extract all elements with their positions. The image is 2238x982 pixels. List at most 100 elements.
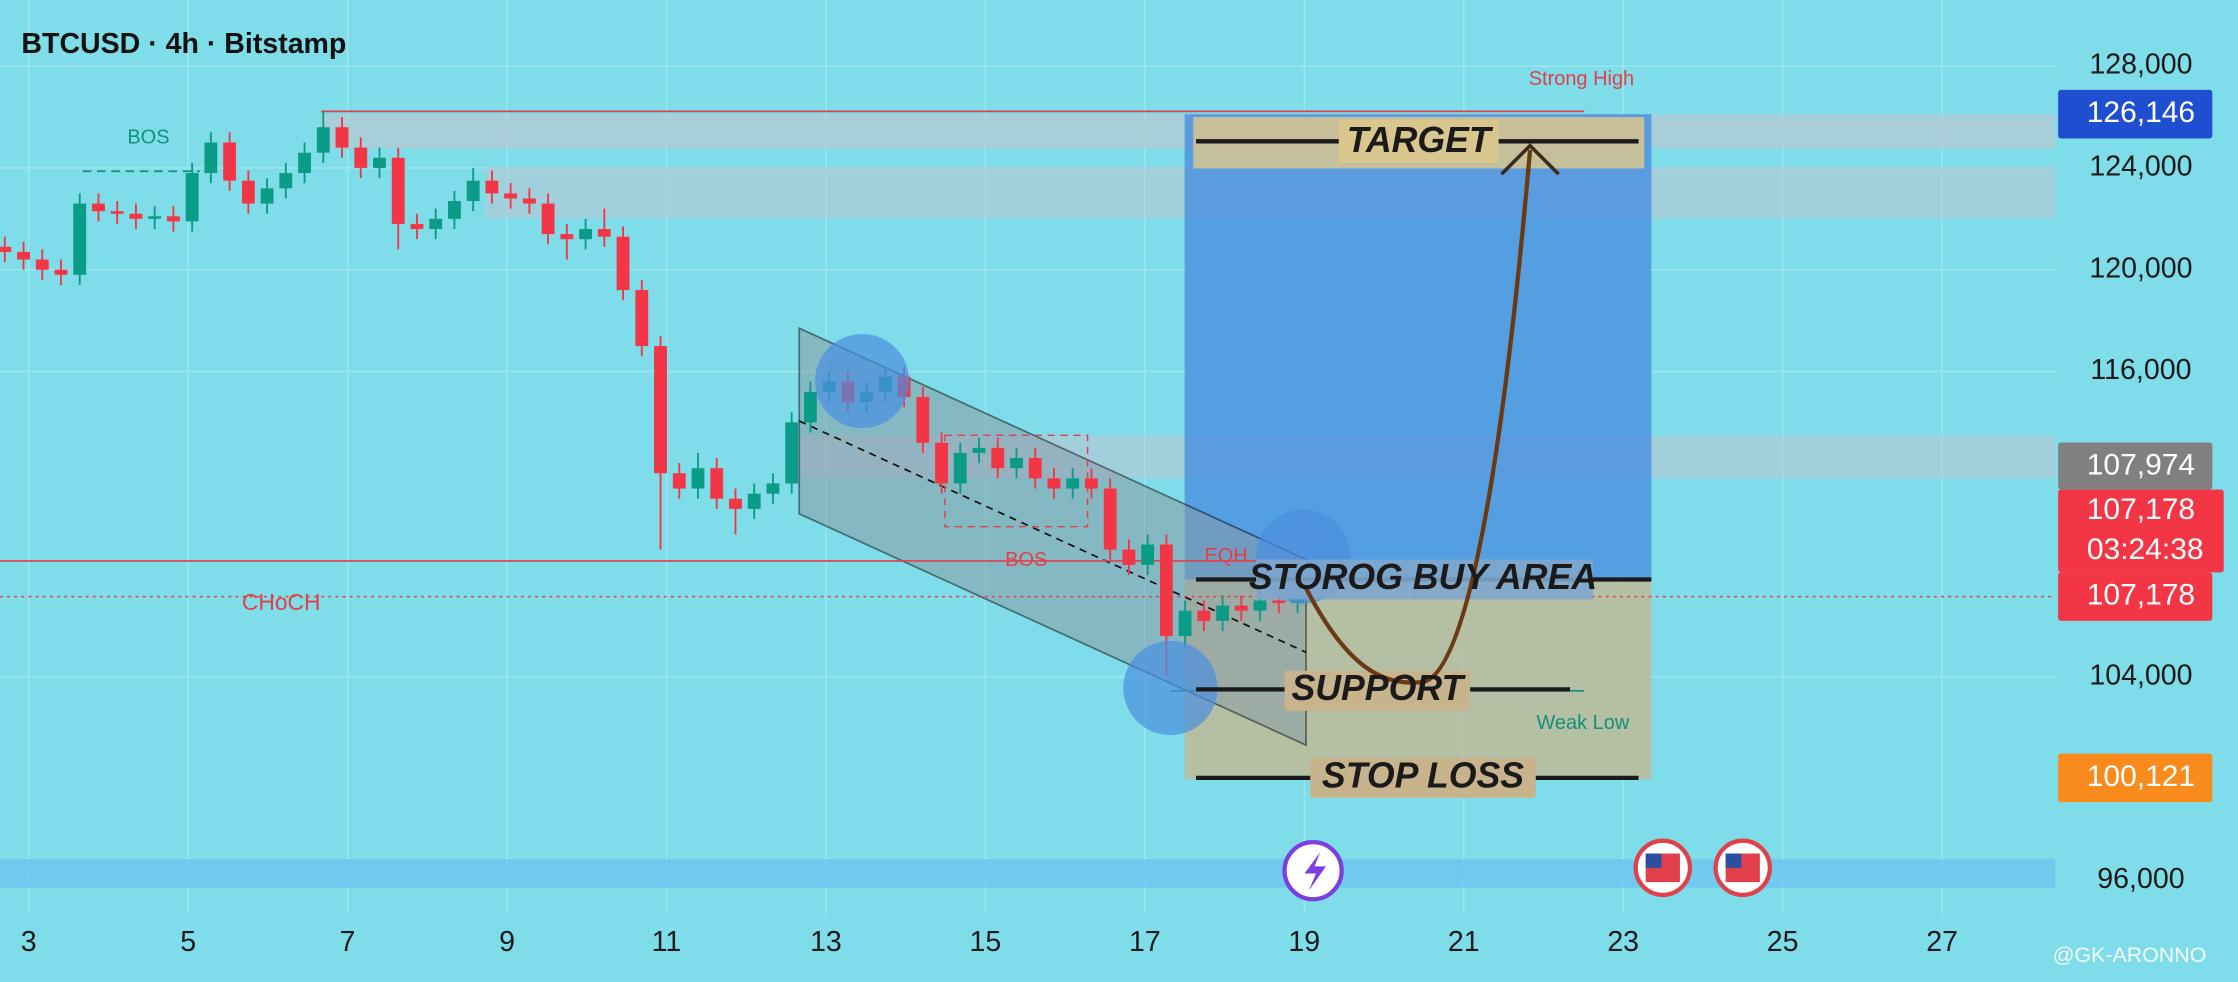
candle-body — [522, 198, 536, 204]
y-tick-label: 120,000 — [2089, 252, 2192, 284]
x-tick-label: 13 — [810, 926, 842, 958]
y-tick-label: 124,000 — [2089, 150, 2192, 182]
candle-body — [1122, 549, 1136, 565]
candle-body — [485, 180, 499, 194]
bos-label: BOS — [127, 127, 169, 149]
candle-body — [1028, 458, 1042, 479]
candle-body — [35, 259, 49, 270]
price-tag-text: 107,178 — [2087, 579, 2195, 612]
x-tick-label: 5 — [180, 926, 196, 958]
candle-body — [710, 468, 724, 499]
candle-body — [672, 473, 686, 489]
projection-path — [1304, 149, 1533, 685]
candle-body — [1234, 605, 1248, 611]
label-bg — [1256, 559, 1593, 600]
candle-body — [1272, 600, 1286, 604]
candle-body — [410, 223, 424, 230]
candle-body — [429, 218, 443, 230]
candle-body — [504, 193, 518, 199]
candle-body — [92, 203, 105, 212]
label-bg — [1310, 757, 1536, 798]
x-tick-label: 21 — [1448, 926, 1480, 958]
candle-body — [448, 201, 461, 219]
weak-low-label: Weak Low — [1536, 712, 1629, 734]
target-label: TARGET — [1347, 120, 1494, 160]
candle-body — [185, 173, 199, 222]
candle-body — [204, 142, 218, 174]
candle-body — [953, 452, 967, 484]
candle-body — [391, 157, 405, 224]
candle-body — [54, 269, 68, 275]
candle-body — [260, 188, 274, 204]
candle-body — [110, 211, 124, 214]
candle-body — [1066, 478, 1080, 489]
events-band — [0, 859, 2056, 888]
candle-body — [635, 290, 649, 347]
countdown-text: 03:24:38 — [2087, 533, 2204, 566]
candle-body — [373, 157, 386, 168]
candle-body — [1010, 458, 1023, 469]
y-tick-label: 96,000 — [2097, 863, 2184, 895]
y-tick-label: 128,000 — [2089, 49, 2192, 81]
candle-body — [148, 216, 162, 219]
candle-body — [223, 142, 237, 181]
bos-box — [944, 434, 1089, 528]
x-tick-label: 15 — [970, 926, 1002, 958]
candle-body — [541, 203, 555, 235]
choch-label: CHoCH — [242, 589, 321, 615]
candle-body — [803, 391, 817, 423]
price-tag-text: 126,146 — [2087, 96, 2195, 129]
x-tick-label: 19 — [1288, 926, 1320, 958]
y-tick-label: 104,000 — [2089, 659, 2192, 691]
profit-zone — [1184, 114, 1652, 580]
candle-body — [279, 173, 293, 189]
candle-body — [335, 127, 349, 148]
strong-high-label: Strong High — [1529, 68, 1634, 90]
candle-body — [935, 442, 948, 484]
candle-body — [1085, 478, 1098, 489]
price-tag — [2058, 489, 2224, 573]
candle-body — [298, 152, 311, 174]
highlight-circle — [814, 333, 910, 429]
price-tag — [2058, 442, 2213, 490]
price-tag-text: 107,974 — [2087, 449, 2195, 482]
flag-canton — [1645, 853, 1662, 868]
watermark: @GK-ARONNO — [2053, 943, 2207, 967]
y-tick-label: 116,000 — [2090, 354, 2191, 386]
candle-body — [916, 396, 930, 443]
candle-body — [166, 216, 180, 222]
candle-body — [0, 246, 12, 252]
x-tick-label: 9 — [499, 926, 515, 958]
highlight-circle — [1123, 640, 1218, 736]
projection-arrow — [1500, 143, 1560, 176]
candle-body — [1047, 478, 1061, 489]
candle-body — [560, 234, 574, 240]
x-tick-label: 7 — [340, 926, 356, 958]
label-bg — [1284, 670, 1471, 711]
candle-body — [354, 147, 368, 168]
x-tick-label: 3 — [21, 926, 37, 958]
support-label: SUPPORT — [1291, 668, 1466, 708]
candle-body — [1159, 544, 1173, 637]
candle-body — [579, 229, 593, 240]
candle-body — [654, 346, 667, 474]
price-tag — [2058, 753, 2213, 803]
candle-body — [1103, 488, 1117, 550]
eqh-label: EQH — [1204, 545, 1247, 567]
buy-area-label: STOROG BUY AREA — [1249, 557, 1597, 597]
x-tick-label: 17 — [1129, 926, 1161, 958]
candle-body — [1178, 610, 1192, 637]
candle-body — [1253, 600, 1267, 611]
event-icon-bolt — [1304, 852, 1326, 891]
candle-body — [241, 180, 255, 204]
candle-body — [616, 236, 630, 291]
price-tag-text: 107,178 — [2087, 493, 2195, 526]
candle-body — [691, 468, 705, 489]
x-tick-label: 27 — [1926, 926, 1958, 958]
candle-body — [1216, 605, 1230, 621]
label-bg — [1338, 119, 1499, 163]
price-tag-text: 100,121 — [2087, 760, 2195, 793]
candle-body — [73, 203, 87, 275]
